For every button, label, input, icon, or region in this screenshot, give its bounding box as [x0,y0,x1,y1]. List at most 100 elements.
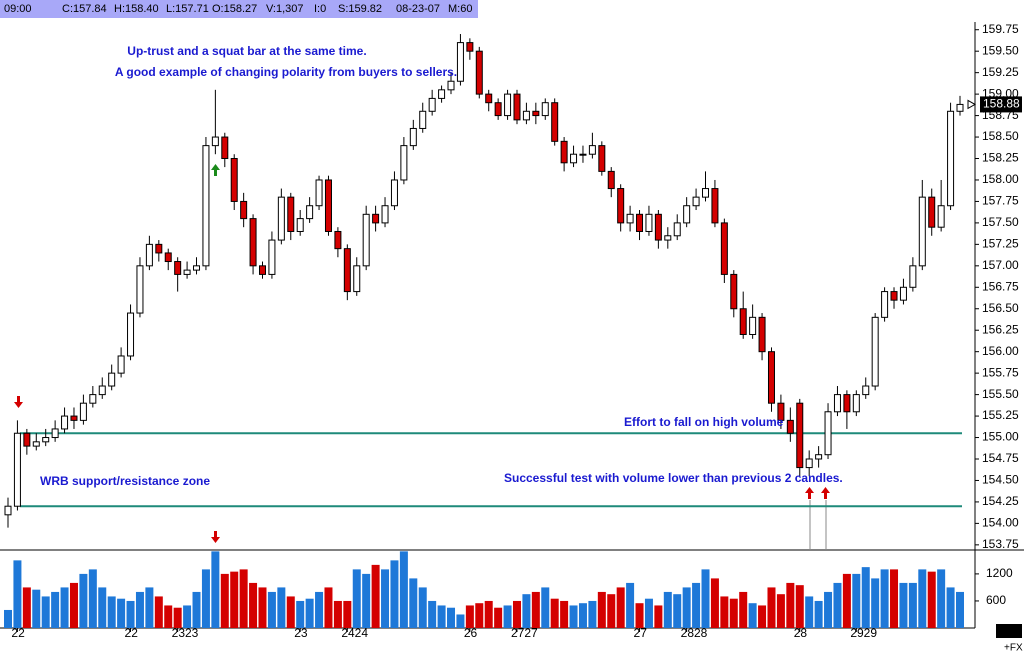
volume-bar [239,569,248,628]
y-tick-label: 154.25 [982,494,1019,508]
y-tick-label: 156.25 [982,322,1019,336]
up-candle [588,145,596,155]
y-tick-label: 154.00 [982,516,1019,530]
volume-bar [418,587,427,628]
volume-bar [729,598,738,628]
info-bar [0,0,478,18]
volume-bar [937,569,946,628]
volume-bar [173,607,182,628]
down-candle [843,394,851,413]
volume-bar [663,591,672,628]
down-candle [607,170,615,190]
volume-bar [578,603,587,628]
down-candle [513,93,521,121]
volume-bar [315,591,324,628]
volume-bar [560,600,569,628]
up-candle [956,103,964,112]
up-candle [541,102,549,117]
down-candle [230,158,238,202]
volume-bar [107,596,116,628]
up-candle [918,196,926,267]
up-candle [447,80,455,91]
info-item: H:158.40 [114,3,159,15]
x-tick-label: 26 [464,626,478,640]
up-candle [428,97,436,112]
volume-bar [305,598,314,628]
up-candle [79,402,87,421]
up-candle [145,243,153,267]
annotation: A good example of changing polarity from… [115,65,457,79]
up-candle [899,286,907,301]
volume-bar [352,569,361,628]
down-candle [475,50,483,95]
up-candle [61,415,69,430]
volume-bar [569,605,578,628]
volume-bar [211,551,220,628]
volume-bar [126,600,135,628]
volume-bar [41,596,50,628]
annotation: Successful test with volume lower than p… [504,471,843,485]
volume-bar [776,594,785,628]
up-candle [815,454,823,460]
down-candle [786,419,794,434]
info-item: M:60 [448,3,472,15]
y-tick-label: 155.00 [982,430,1019,444]
info-item: S:159.82 [338,3,382,15]
info-item: 09:00 [4,3,32,15]
volume-bar [409,578,418,628]
volume-bar [588,600,597,628]
y-tick-label: 157.25 [982,237,1019,251]
down-candle [258,265,266,275]
up-candle [136,265,144,314]
volume-bar [682,587,691,628]
y-tick-label: 156.75 [982,279,1019,293]
volume-bar [381,569,390,628]
x-tick-label: 23 [294,626,308,640]
volume-bar [673,594,682,628]
y-tick-label: 157.75 [982,194,1019,208]
volume-bar [720,596,729,628]
down-candle [730,273,738,310]
last-price-label: 158.88 [983,97,1020,111]
down-candle [23,432,31,447]
volume-bar [824,591,833,628]
volume-bar [399,551,408,628]
up-candle [362,213,370,267]
down-candle [240,200,248,220]
down-candle [343,248,351,293]
volume-bar [164,605,173,628]
volume-bar [701,569,710,628]
volume-bar [644,598,653,628]
y-tick-label: 158.50 [982,129,1019,143]
up-candle [522,110,530,121]
down-candle [720,222,728,275]
up-arrow [805,487,814,499]
annotation: Effort to fall on high volume [624,415,784,429]
volume-bar [145,587,154,628]
up-candle [664,235,672,241]
volume-bar [833,582,842,628]
down-candle [758,316,766,353]
volume-bar [597,591,606,628]
x-tick-label: 2323 [172,626,199,640]
volume-bar [805,596,814,628]
volume-bar [69,582,78,628]
up-candle [32,441,40,447]
y-tick-label: 156.00 [982,344,1019,358]
y-tick-label: 155.75 [982,365,1019,379]
y-tick-label: 154.50 [982,473,1019,487]
volume-bar [447,607,456,628]
volume-bar [32,589,41,628]
y-tick-label: 156.50 [982,301,1019,315]
down-candle [777,402,785,421]
y-tick-label: 155.50 [982,387,1019,401]
up-candle [353,265,361,293]
up-candle [947,110,955,207]
up-candle [108,372,116,387]
volume-bar [79,573,88,628]
volume-bar [456,614,465,628]
volume-bar [343,600,352,628]
volume-bar [286,596,295,628]
volume-bar [475,603,484,628]
